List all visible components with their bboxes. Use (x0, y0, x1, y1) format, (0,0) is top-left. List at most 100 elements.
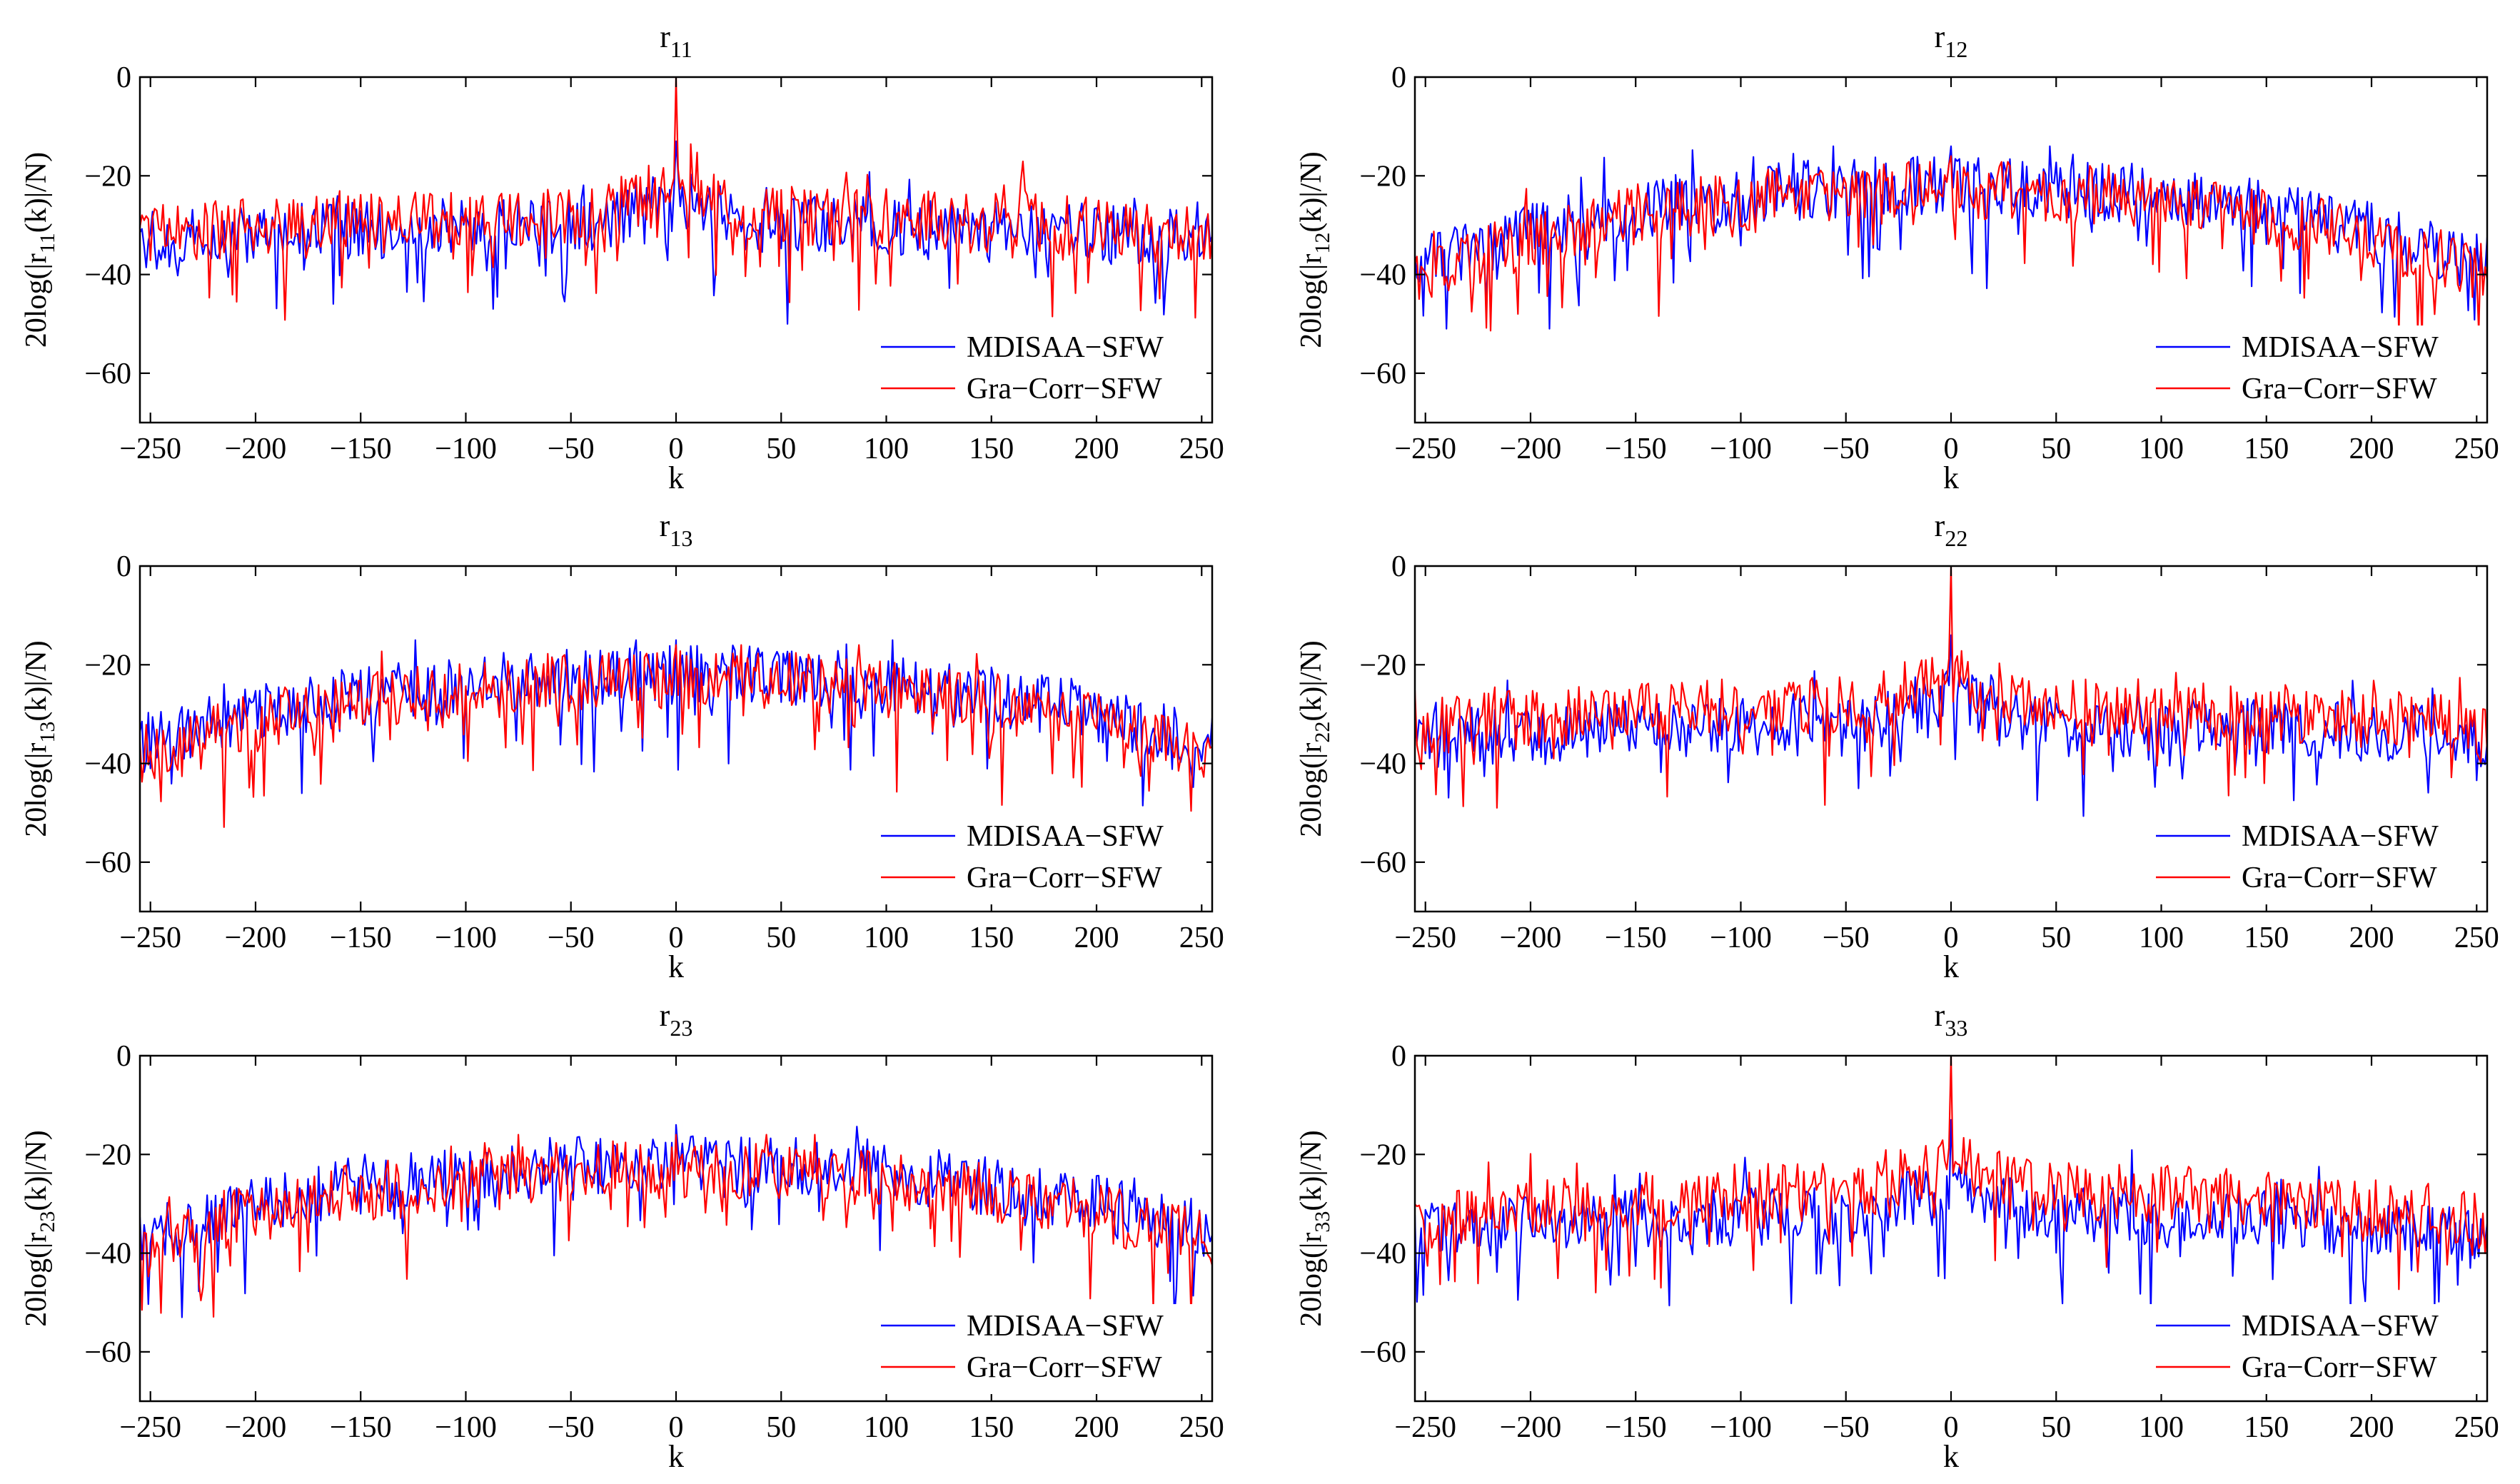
legend-label: Gra−Corr−SFW (2242, 373, 2437, 405)
legend-background (871, 325, 1206, 415)
y-tick-label: −20 (84, 160, 131, 193)
legend-label: MDISAA−SFW (2242, 1310, 2439, 1343)
x-tick-label: 0 (669, 1411, 684, 1444)
series-line-gra-corr-sfw (140, 1134, 1212, 1318)
x-tick-label: −150 (330, 922, 392, 954)
y-tick-label: −40 (84, 748, 131, 781)
legend-label: Gra−Corr−SFW (967, 373, 1162, 405)
x-tick-label: −150 (330, 433, 392, 465)
x-axis-label: k (1943, 949, 1959, 984)
y-tick-label: −20 (1359, 649, 1406, 682)
x-tick-label: −50 (548, 1411, 595, 1444)
y-tick-label: 0 (116, 1040, 131, 1073)
y-axis-label: 20log(|r11(k)|/N) (20, 152, 59, 348)
x-tick-label: −200 (225, 433, 287, 465)
y-axis-label: 20log(|r22(k)|/N) (1295, 640, 1334, 837)
x-axis-label: k (1943, 460, 1959, 495)
x-tick-label: 150 (969, 1411, 1014, 1444)
legend-label: Gra−Corr−SFW (2242, 1351, 2437, 1384)
x-axis-label: k (1943, 1439, 1959, 1474)
y-axis-label: 20log(|r23(k)|/N) (20, 1130, 59, 1326)
x-tick-label: −250 (119, 433, 181, 465)
y-tick-label: 0 (1391, 1040, 1406, 1073)
x-tick-label: −200 (1500, 433, 1562, 465)
x-tick-label: −50 (1823, 433, 1870, 465)
series-line-mdisaa-sfw (1415, 634, 2487, 817)
legend-label: Gra−Corr−SFW (967, 862, 1162, 894)
x-tick-label: 50 (766, 922, 796, 954)
x-tick-label: −150 (330, 1411, 392, 1444)
chart-title: r23 (660, 998, 693, 1041)
y-tick-label: −60 (1359, 1336, 1406, 1369)
series-line-gra-corr-sfw (1415, 566, 2487, 809)
x-tick-label: −250 (119, 922, 181, 954)
legend-label: MDISAA−SFW (967, 331, 1164, 364)
y-tick-label: 0 (1391, 61, 1406, 94)
x-tick-label: 0 (669, 433, 684, 465)
x-tick-label: −200 (1500, 1411, 1562, 1444)
legend-background (2146, 1304, 2481, 1394)
chart-panel-r12: −250 −200 −150 −100 −50 0 50 100 150 200 250 0 −20 −4… (1295, 19, 2499, 495)
x-axis-label: k (668, 949, 684, 984)
y-tick-label: −20 (84, 649, 131, 682)
series-line-mdisaa-sfw (1415, 1119, 2487, 1313)
x-tick-label: 0 (1944, 1411, 1959, 1444)
legend-label: MDISAA−SFW (2242, 331, 2439, 364)
chart-panel-r11: −250 −200 −150 −100 −50 0 50 100 150 200 250 0 −20 −4… (20, 19, 1224, 495)
legend: MDISAA−SFW Gra−Corr−SFW (2146, 1304, 2481, 1394)
legend-label: MDISAA−SFW (967, 820, 1164, 853)
x-tick-label: 50 (2041, 1411, 2071, 1444)
x-tick-label: 150 (2244, 433, 2289, 465)
legend-label: MDISAA−SFW (967, 1310, 1164, 1343)
legend: MDISAA−SFW Gra−Corr−SFW (871, 325, 1206, 415)
x-tick-label: 200 (2349, 1411, 2394, 1444)
x-tick-label: −200 (225, 1411, 287, 1444)
y-tick-label: 0 (116, 550, 131, 583)
chart-title: r22 (1935, 508, 1968, 551)
x-tick-label: 150 (969, 433, 1014, 465)
x-tick-label: 200 (1074, 433, 1119, 465)
series-line-gra-corr-sfw (1415, 1056, 2487, 1293)
x-tick-label: 250 (2454, 1411, 2499, 1444)
y-tick-label: −20 (1359, 1139, 1406, 1171)
x-tick-label: −200 (225, 922, 287, 954)
x-axis-label: k (668, 1439, 684, 1474)
x-tick-label: 0 (1944, 433, 1959, 465)
x-tick-label: −250 (1394, 1411, 1456, 1444)
y-tick-label: −40 (84, 259, 131, 292)
y-axis-label: 20log(|r12(k)|/N) (1295, 151, 1334, 348)
x-tick-label: 250 (1179, 922, 1224, 954)
x-tick-label: 100 (864, 922, 909, 954)
x-tick-label: 200 (2349, 922, 2394, 954)
x-tick-label: 200 (2349, 433, 2394, 465)
x-tick-label: −200 (1500, 922, 1562, 954)
x-tick-label: 100 (864, 1411, 909, 1444)
x-tick-label: 250 (2454, 433, 2499, 465)
x-tick-label: −50 (548, 433, 595, 465)
legend: MDISAA−SFW Gra−Corr−SFW (871, 814, 1206, 904)
y-axis-label: 20log(|r33(k)|/N) (1295, 1130, 1334, 1326)
y-tick-label: −60 (1359, 358, 1406, 390)
y-tick-label: −40 (84, 1238, 131, 1271)
legend-background (871, 814, 1206, 904)
x-tick-label: 200 (1074, 1411, 1119, 1444)
x-tick-label: −250 (1394, 433, 1456, 465)
x-tick-label: 50 (2041, 922, 2071, 954)
x-tick-label: −50 (1823, 1411, 1870, 1444)
y-tick-label: 0 (1391, 550, 1406, 583)
y-tick-label: −40 (1359, 1238, 1406, 1271)
x-tick-label: 0 (1944, 922, 1959, 954)
chart-title: r11 (660, 19, 692, 62)
legend: MDISAA−SFW Gra−Corr−SFW (2146, 325, 2481, 415)
x-tick-label: 50 (766, 1411, 796, 1444)
y-tick-label: −20 (84, 1139, 131, 1171)
x-tick-label: 50 (2041, 433, 2071, 465)
series-line-gra-corr-sfw (140, 644, 1212, 828)
x-tick-label: 250 (1179, 433, 1224, 465)
series-line-mdisaa-sfw (1415, 145, 2487, 330)
x-tick-label: −100 (435, 433, 497, 465)
x-tick-label: 100 (2139, 433, 2184, 465)
x-tick-label: 100 (2139, 1411, 2184, 1444)
x-tick-label: −150 (1605, 1411, 1667, 1444)
x-tick-label: −100 (1710, 1411, 1772, 1444)
